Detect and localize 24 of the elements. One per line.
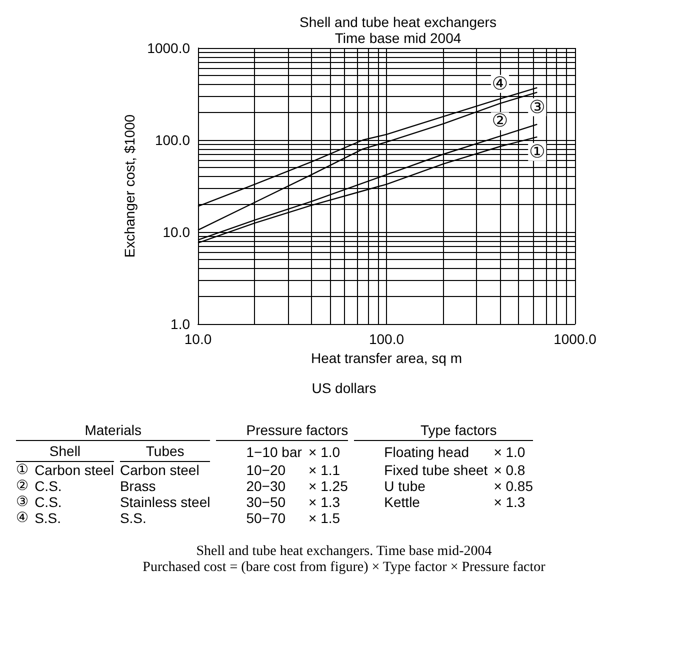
x-tick-label: 100.0 (368, 331, 404, 347)
chart-subtitle: Time base mid 2004 (334, 30, 462, 46)
text: Purchased cost = (bare cost from figure) × Type factor × Pressure factor (142, 560, 546, 576)
text: Shell and tube heat exchangers. Time base mid-2004 (195, 544, 493, 560)
text: ① Carbon steel Carbon steel 10−20 × 1.1 Fixed tube sheet × 0.8 (16, 462, 526, 478)
x-tick-label: 1000.0 (554, 331, 597, 347)
y-tick-label: 1.0 (170, 316, 190, 332)
text: US dollars (310, 379, 378, 398)
series-label: ① (529, 141, 546, 162)
text: Materials Pressure factors Type factors (84, 422, 497, 438)
chart-title: Shell and tube heat exchangers (300, 14, 496, 30)
x-axis-title: Heat transfer area, sq m (311, 350, 462, 366)
x-tick-label: 10.0 (184, 331, 212, 347)
y-tick-label: 10.0 (162, 224, 190, 240)
text: Shell Tubes 1−10 bar × 1.0 Floating head × 1.0 (49, 443, 526, 460)
text: ④ S.S. S.S. 50−70 × 1.5 (16, 510, 340, 526)
series-label: ② (492, 110, 508, 132)
text: ③ C.S. Stainless steel 30−50 × 1.3 Kettle × 1.3 (16, 494, 526, 510)
y-axis-title: Exchanger cost, $1000 (121, 114, 138, 258)
y-tick-label: 100.0 (154, 132, 190, 148)
y-tick-label: 1000.0 (147, 40, 190, 56)
series-label: ④ (492, 73, 508, 94)
series-label: ③ (529, 96, 546, 118)
text: ② C.S. Brass 20−30 × 1.25 U tube × 0.85 (16, 478, 534, 494)
